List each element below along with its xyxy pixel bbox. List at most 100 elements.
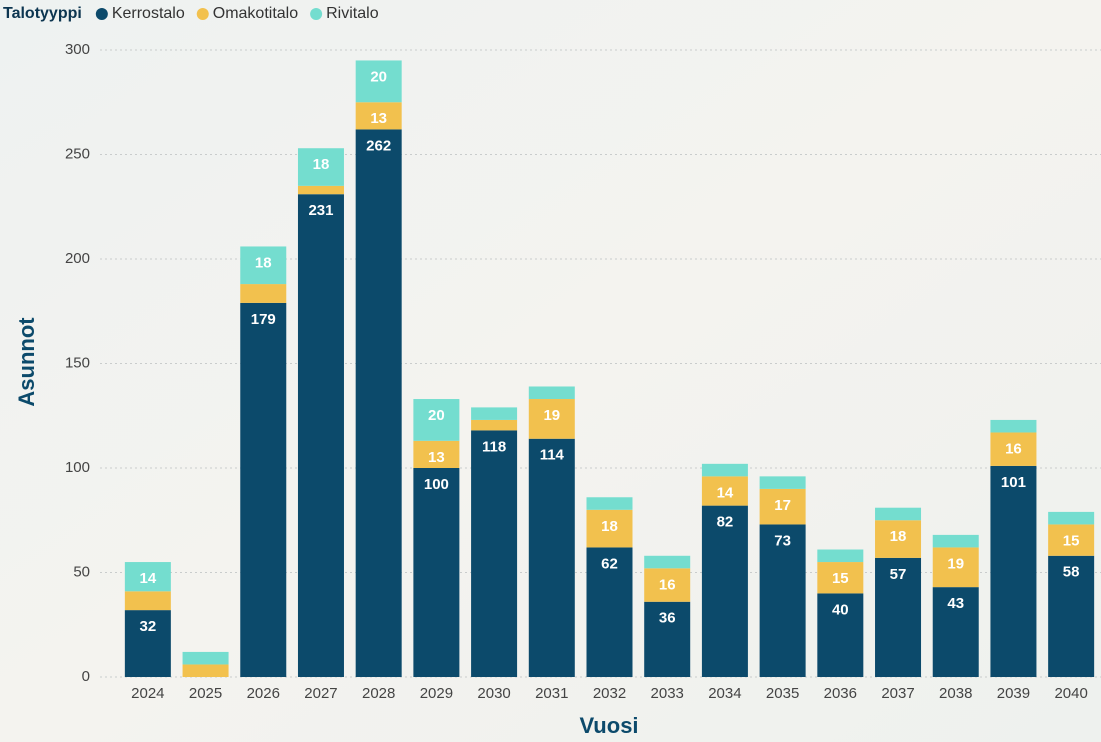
bar-segment — [644, 555, 691, 569]
bar-segment — [528, 399, 575, 439]
x-tick-label: 2035 — [766, 685, 799, 702]
bar-segment — [355, 102, 402, 130]
y-tick-label: 0 — [82, 668, 90, 685]
x-tick-label: 2033 — [651, 685, 684, 702]
bar-segment — [1048, 511, 1095, 525]
bar-segment — [297, 185, 344, 195]
legend-marker — [95, 8, 108, 20]
x-axis-label: Vuosi — [579, 713, 638, 738]
data-label: 14 — [140, 570, 157, 587]
x-tick-label: 2036 — [824, 685, 857, 702]
bar-segment — [586, 497, 633, 510]
y-tick-label: 250 — [65, 145, 90, 162]
bar-segment — [644, 568, 691, 602]
data-label: 179 — [251, 311, 276, 328]
bar-segment — [355, 129, 402, 678]
legend: Talotyyppi Kerrostalo Omakotitalo Rivitalo — [3, 5, 379, 22]
legend-marker — [310, 8, 323, 20]
data-label: 13 — [428, 449, 445, 466]
bar-segment — [759, 488, 806, 525]
data-label: 32 — [140, 618, 157, 635]
y-tick-label: 100 — [65, 459, 90, 476]
bar-segment — [182, 664, 229, 677]
data-label: 20 — [370, 68, 387, 85]
bar-segment — [990, 419, 1037, 433]
bar-segment — [240, 284, 287, 303]
data-label: 100 — [424, 476, 449, 493]
data-label: 82 — [717, 514, 734, 531]
data-label: 73 — [774, 532, 791, 549]
bar-segment — [124, 591, 171, 611]
y-tick-label: 150 — [65, 354, 90, 371]
bar-segment — [990, 432, 1037, 466]
data-label: 62 — [601, 555, 618, 572]
bar-segment — [471, 430, 518, 677]
bar-segment — [124, 562, 171, 592]
legend-label: Kerrostalo — [112, 5, 185, 22]
x-tick-label: 2025 — [189, 685, 222, 702]
data-label: 40 — [832, 601, 849, 618]
bar-segment — [355, 60, 402, 103]
bar-segment — [413, 440, 460, 468]
legend-label: Omakotitalo — [213, 5, 298, 22]
bar-segment — [528, 438, 575, 677]
bar-segment — [182, 651, 229, 665]
bar-segment — [701, 463, 748, 477]
bar-segment — [1048, 555, 1095, 677]
bar-segment — [586, 547, 633, 677]
x-tick-label: 2037 — [881, 685, 914, 702]
data-label: 13 — [370, 110, 387, 127]
bar-segment — [817, 593, 864, 677]
bar-segment — [297, 194, 344, 677]
x-tick-label: 2038 — [939, 685, 972, 702]
x-tick-label: 2032 — [593, 685, 626, 702]
bar-segment — [644, 601, 691, 677]
legend-marker — [196, 8, 209, 20]
bar-segment — [759, 476, 806, 489]
bar-segment — [471, 419, 518, 431]
data-label: 101 — [1001, 474, 1026, 491]
data-label: 18 — [890, 528, 907, 545]
x-tick-label: 2034 — [708, 685, 741, 702]
bar-segment — [471, 407, 518, 420]
data-label: 58 — [1063, 564, 1080, 581]
data-label: 19 — [543, 407, 560, 424]
data-label: 18 — [313, 156, 330, 173]
bar-segment — [413, 468, 460, 677]
data-label: 43 — [947, 595, 964, 612]
bar-segment — [875, 520, 922, 558]
bar-segment — [124, 610, 171, 677]
bar-segment — [875, 557, 922, 677]
x-tick-label: 2028 — [362, 685, 395, 702]
bar-segment — [297, 148, 344, 186]
data-label: 18 — [255, 254, 272, 271]
x-tick-label: 2026 — [247, 685, 280, 702]
bar-segment — [1048, 524, 1095, 556]
bar-segment — [817, 549, 864, 563]
legend-label: Rivitalo — [326, 5, 379, 22]
y-tick-label: 50 — [73, 563, 90, 580]
bar-segment — [875, 507, 922, 521]
bar-segment — [701, 505, 748, 677]
bar-segment — [240, 246, 287, 285]
data-label: 36 — [659, 610, 676, 627]
data-label: 57 — [890, 566, 907, 583]
x-tick-label: 2027 — [304, 685, 337, 702]
data-label: 19 — [947, 555, 964, 572]
x-tick-label: 2039 — [997, 685, 1030, 702]
legend-title: Talotyyppi — [3, 5, 82, 22]
x-tick-label: 2031 — [535, 685, 568, 702]
bar-segment — [528, 386, 575, 400]
x-tick-label: 2024 — [131, 685, 164, 702]
data-label: 231 — [308, 202, 333, 219]
bar-segment — [932, 534, 979, 548]
bar-segment — [817, 562, 864, 594]
data-label: 16 — [1005, 440, 1022, 457]
data-label: 15 — [832, 570, 849, 587]
data-label: 16 — [659, 576, 676, 593]
data-label: 17 — [774, 497, 791, 514]
data-label: 18 — [601, 518, 618, 535]
data-label: 118 — [482, 438, 506, 455]
x-tick-label: 2029 — [420, 685, 453, 702]
